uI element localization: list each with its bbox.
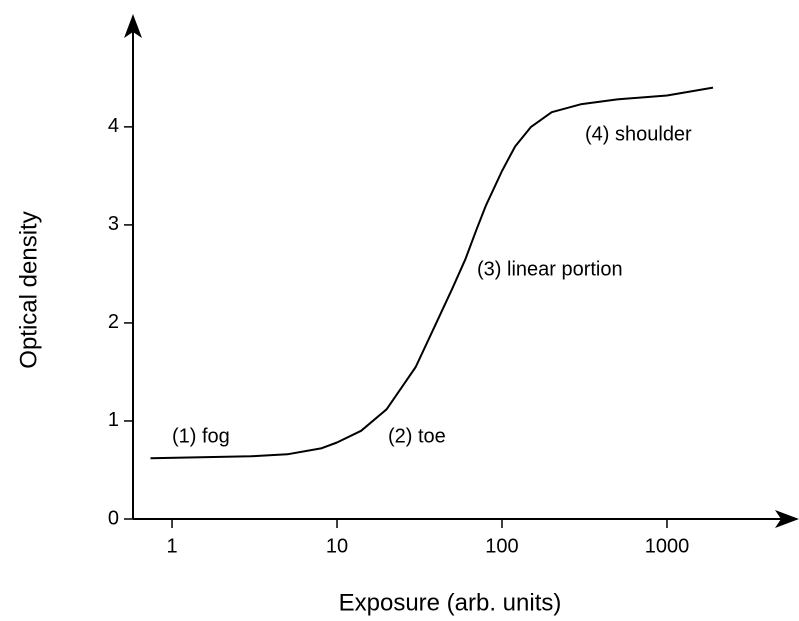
x-tick-label: 10 [326, 535, 348, 557]
x-tick-label: 100 [485, 535, 518, 557]
x-axis-label: Exposure (arb. units) [339, 589, 562, 616]
y-tick-label: 0 [108, 507, 119, 529]
y-tick-label: 2 [108, 311, 119, 333]
y-tick-label: 3 [108, 213, 119, 235]
x-axis-arrow [775, 510, 799, 528]
x-tick-label: 1000 [645, 535, 690, 557]
annotation: (3) linear portion [477, 258, 623, 280]
y-axis-arrow [124, 14, 142, 38]
y-axis-label: Optical density [15, 211, 42, 368]
curve [150, 86, 714, 460]
annotation: (1) fog [172, 425, 230, 447]
annotation: (4) shoulder [585, 123, 692, 145]
x-tick-label: 1 [166, 535, 177, 557]
annotation: (2) toe [388, 425, 446, 447]
y-tick-label: 4 [108, 115, 119, 137]
y-tick-label: 1 [108, 409, 119, 431]
